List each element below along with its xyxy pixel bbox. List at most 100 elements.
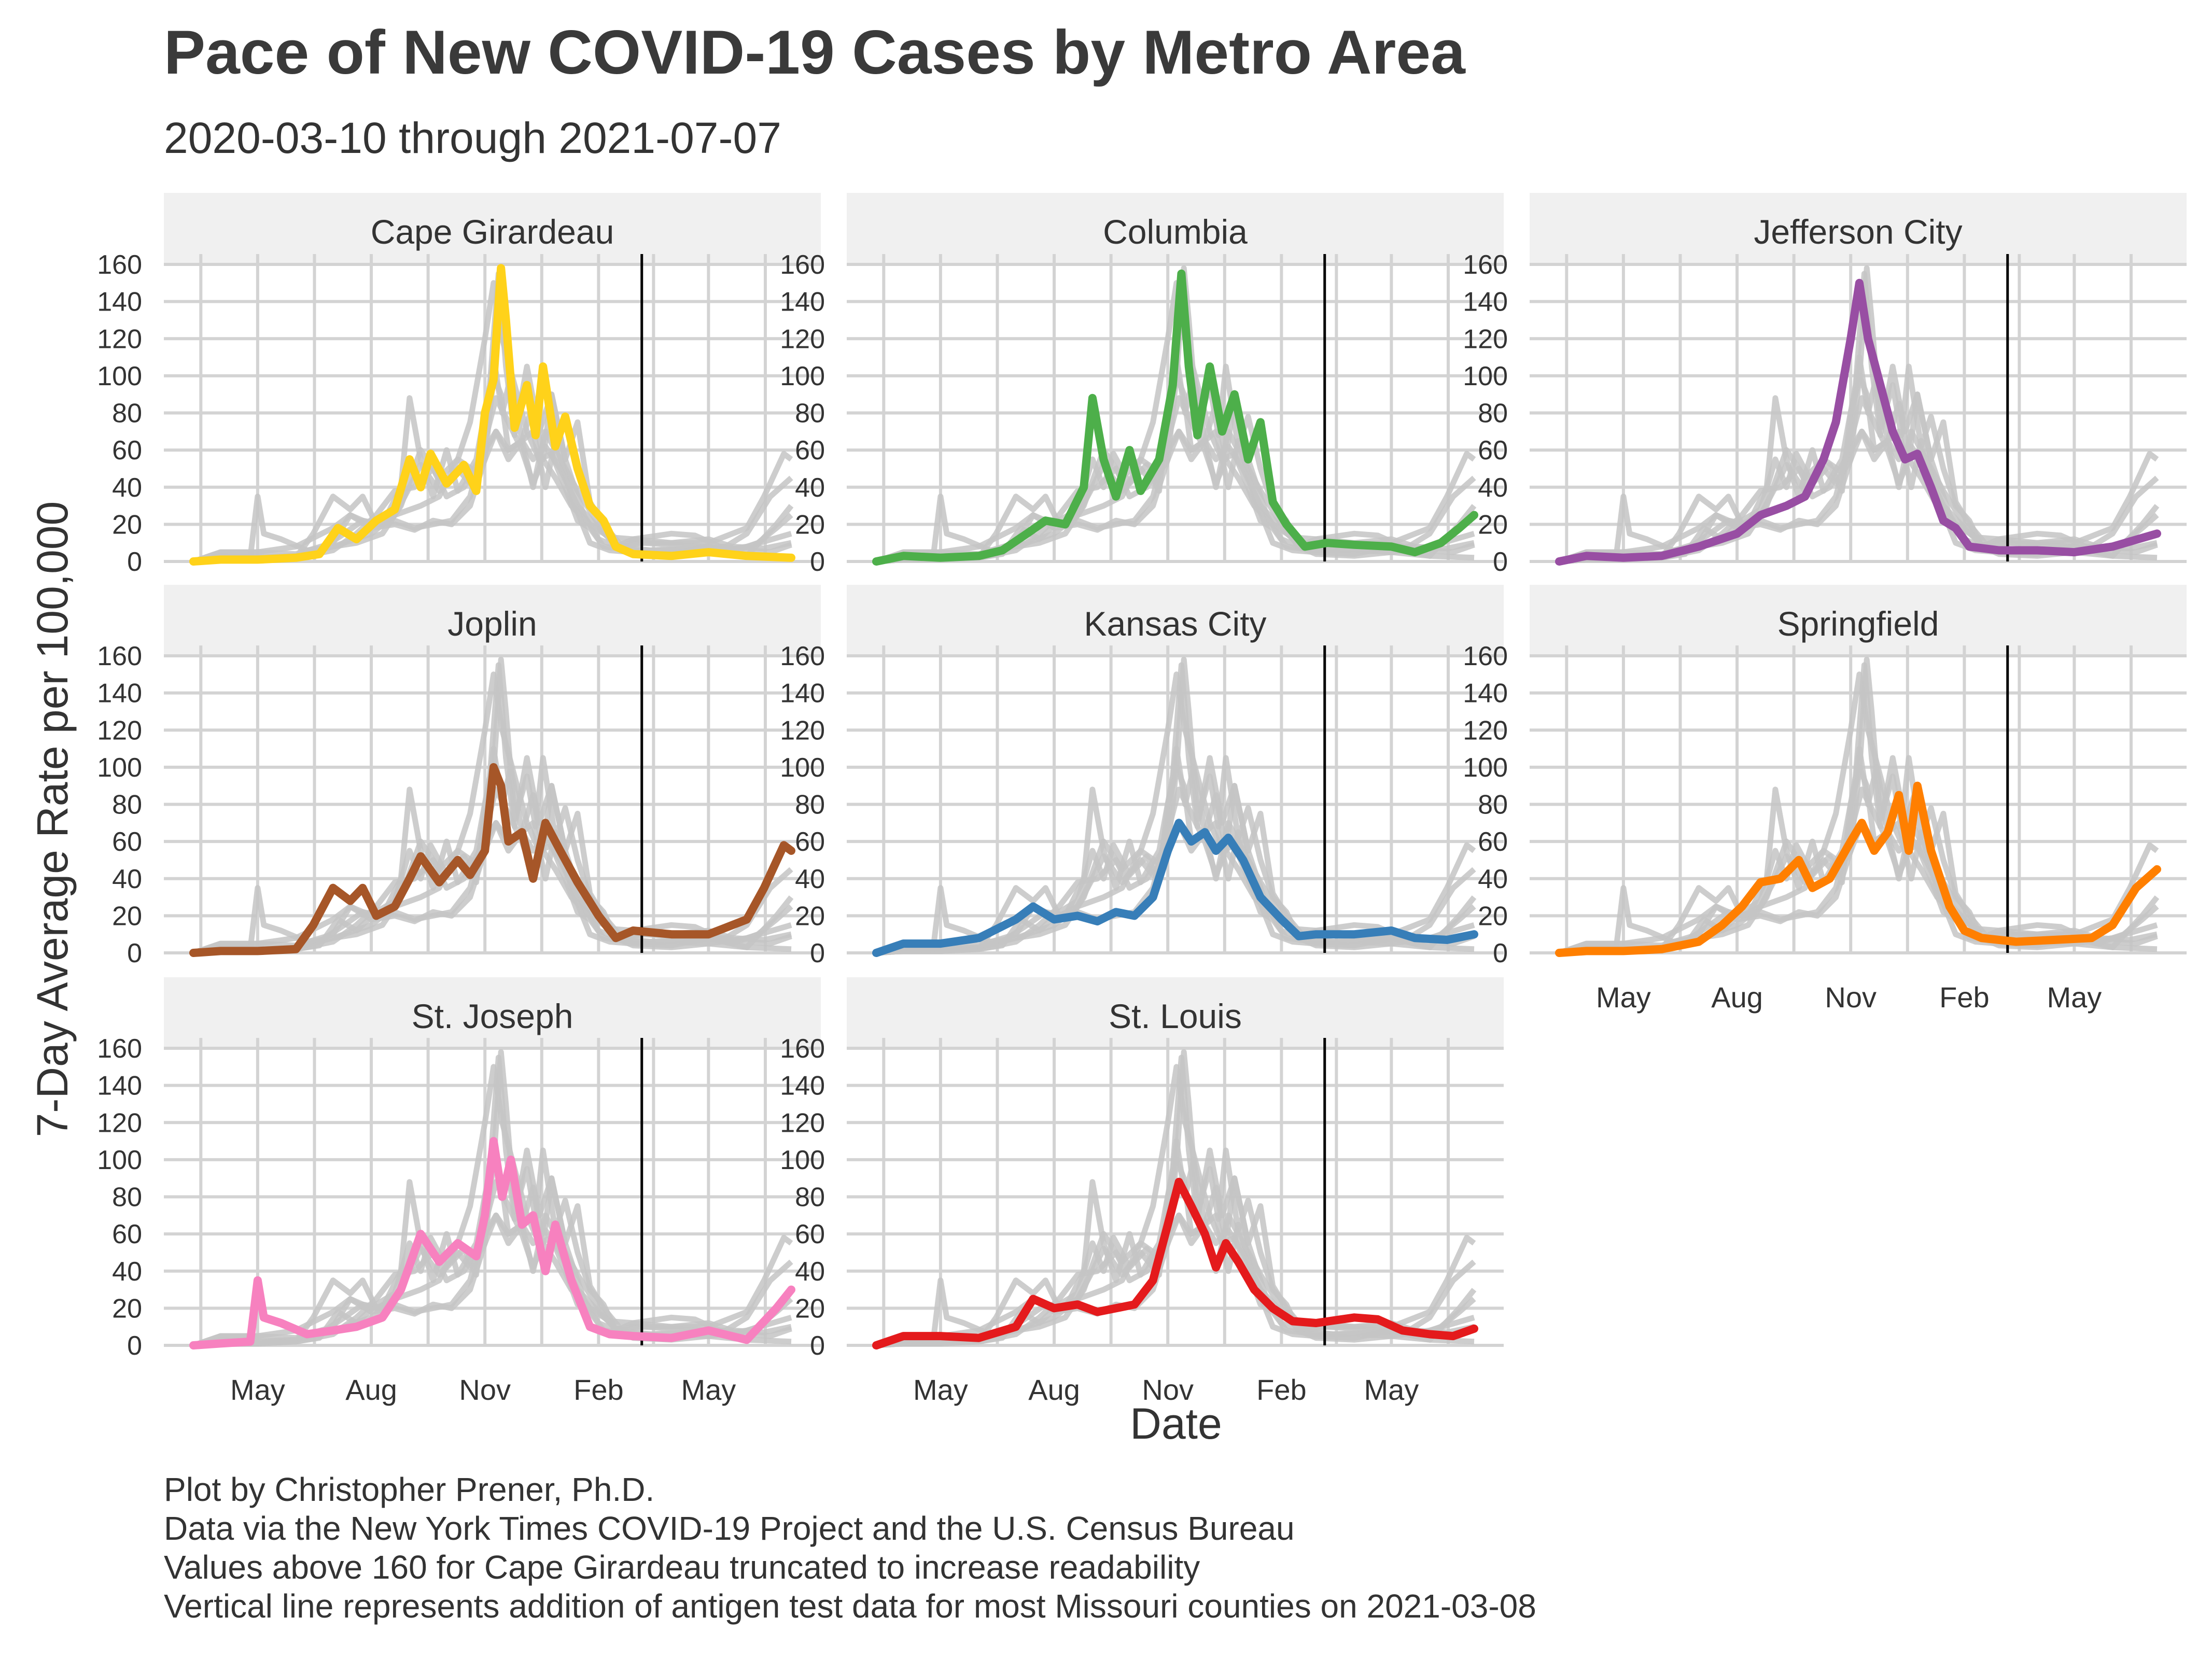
facet-strip xyxy=(1530,193,2187,264)
y-tick-label: 140 xyxy=(97,1071,142,1101)
facet-strip-label: Kansas City xyxy=(1084,604,1266,643)
facet-strip-label: Springfield xyxy=(1777,604,1939,643)
x-tick-label: May xyxy=(681,1373,736,1406)
y-tick-label: 140 xyxy=(97,287,142,317)
y-tick-label: 20 xyxy=(795,901,825,931)
y-tick-label: 140 xyxy=(1463,679,1508,709)
y-tick-label: 0 xyxy=(810,547,825,577)
series-line xyxy=(189,1137,795,1349)
facet-strip xyxy=(164,977,821,1049)
y-tick-label: 100 xyxy=(97,361,142,391)
y-tick-label: 160 xyxy=(780,641,825,671)
y-tick-label: 20 xyxy=(795,1294,825,1324)
y-tick-label: 100 xyxy=(1463,753,1508,783)
y-tick-label: 0 xyxy=(127,938,142,968)
facet-panel: Joplin 0 20 40 60 80 100 120 140 160 xyxy=(97,585,821,968)
y-tick-label: 140 xyxy=(780,287,825,317)
x-tick-label: Aug xyxy=(345,1373,397,1406)
background-series-line xyxy=(1559,746,2160,956)
background-series-line xyxy=(192,395,792,565)
y-tick-label: 140 xyxy=(97,679,142,709)
y-tick-label: 60 xyxy=(112,827,142,857)
y-tick-label: 0 xyxy=(1493,938,1508,968)
y-tick-label: 160 xyxy=(780,1034,825,1064)
facet-strip xyxy=(847,977,1504,1049)
y-tick-label: 100 xyxy=(97,753,142,783)
y-tick-label: 120 xyxy=(780,715,825,746)
x-tick-label: May xyxy=(913,1373,968,1406)
background-series-line xyxy=(876,783,1476,956)
facet-panel: St. Louis 0 20 40 60 80 100 120 140 160 May Aug Nov F… xyxy=(780,977,1504,1406)
x-tick-label: Nov xyxy=(1142,1373,1194,1406)
facet-panels: Cape Girardeau 0 20 40 60 80 100 120 140 160 Colum… xyxy=(97,193,2187,1406)
facet-panel: Springfield 0 20 40 60 80 100 120 140 160 May Aug No… xyxy=(1463,585,2187,1014)
series-line xyxy=(872,1177,1478,1349)
y-tick-label: 0 xyxy=(810,938,825,968)
y-tick-label: 60 xyxy=(1478,435,1508,466)
background-series-line xyxy=(876,1175,1476,1348)
y-tick-label: 0 xyxy=(1493,547,1508,577)
background-series-line xyxy=(1559,354,2160,565)
facet-strip-label: Columbia xyxy=(1103,213,1248,251)
facet-strip xyxy=(164,193,821,264)
series-line xyxy=(1555,278,2161,566)
y-tick-label: 100 xyxy=(780,361,825,391)
background-series-line xyxy=(876,391,1476,565)
background-series-line xyxy=(1558,786,2158,956)
y-tick-label: 120 xyxy=(780,1108,825,1138)
facet-panel: Columbia 0 20 40 60 80 100 120 140 160 xyxy=(780,193,1504,577)
y-tick-label: 100 xyxy=(97,1145,142,1175)
y-tick-label: 0 xyxy=(810,1331,825,1361)
facet-strip-label: Jefferson City xyxy=(1754,213,1962,251)
y-tick-label: 20 xyxy=(112,901,142,931)
y-tick-label: 160 xyxy=(97,250,142,280)
x-tick-label: May xyxy=(1596,981,1651,1014)
y-tick-label: 40 xyxy=(1478,473,1508,503)
y-tick-label: 0 xyxy=(127,547,142,577)
facet-panel: Cape Girardeau 0 20 40 60 80 100 120 140 160 xyxy=(97,193,821,577)
y-tick-label: 40 xyxy=(1478,864,1508,894)
background-series-line xyxy=(192,1179,792,1348)
y-tick-label: 120 xyxy=(1463,715,1508,746)
caption-line: Values above 160 for Cape Girardeau trun… xyxy=(164,1549,1200,1586)
y-tick-label: 160 xyxy=(1463,641,1508,671)
series-line xyxy=(1555,781,2161,957)
facet-panel: Jefferson City 0 20 40 60 80 100 120 140 160 xyxy=(1463,193,2187,577)
y-tick-label: 100 xyxy=(780,753,825,783)
y-tick-label: 40 xyxy=(795,864,825,894)
y-tick-label: 60 xyxy=(112,435,142,466)
y-tick-label: 40 xyxy=(795,1257,825,1287)
y-tick-label: 20 xyxy=(112,510,142,540)
y-tick-label: 80 xyxy=(1478,399,1508,429)
y-tick-label: 60 xyxy=(795,827,825,857)
y-tick-label: 160 xyxy=(97,641,142,671)
y-tick-label: 40 xyxy=(112,1257,142,1287)
x-tick-label: Feb xyxy=(1256,1373,1307,1406)
facet-strip-label: St. Louis xyxy=(1109,997,1242,1035)
facet-strip-label: St. Joseph xyxy=(412,997,573,1035)
x-tick-label: May xyxy=(230,1373,285,1406)
background-series-line xyxy=(876,1138,1477,1348)
series-line xyxy=(189,264,795,566)
y-tick-label: 80 xyxy=(1478,790,1508,820)
facet-strip-label: Cape Girardeau xyxy=(371,213,614,251)
series-line xyxy=(189,763,795,957)
y-tick-label: 40 xyxy=(112,864,142,894)
caption-line: Plot by Christopher Prener, Ph.D. xyxy=(164,1471,654,1508)
x-tick-label: May xyxy=(2047,981,2102,1014)
background-series-line xyxy=(876,746,1477,956)
facet-panel: St. Joseph 0 20 40 60 80 100 120 140 160 May Aug Nov… xyxy=(97,977,821,1406)
y-tick-label: 20 xyxy=(112,1294,142,1324)
y-tick-label: 120 xyxy=(97,324,142,354)
y-tick-label: 40 xyxy=(112,473,142,503)
facet-strip xyxy=(847,585,1504,656)
y-tick-label: 160 xyxy=(780,250,825,280)
caption-line: Data via the New York Times COVID-19 Pro… xyxy=(164,1510,1295,1547)
y-tick-label: 20 xyxy=(1478,510,1508,540)
x-tick-label: Feb xyxy=(573,1373,624,1406)
x-axis-title: Date xyxy=(1130,1399,1222,1448)
x-tick-label: May xyxy=(1364,1373,1419,1406)
y-tick-label: 20 xyxy=(1478,901,1508,931)
x-tick-label: Aug xyxy=(1028,1373,1080,1406)
